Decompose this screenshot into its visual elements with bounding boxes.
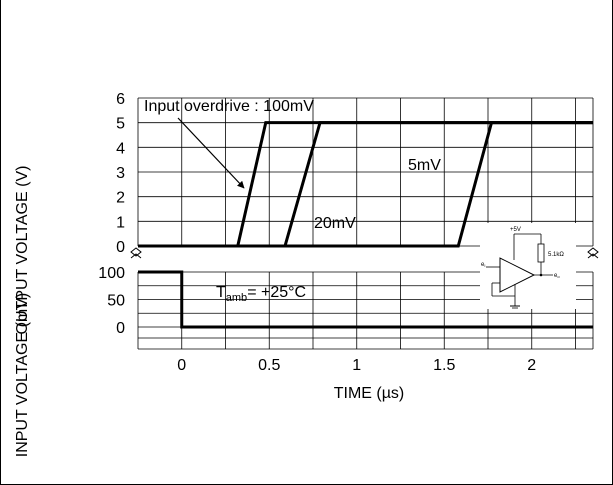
inset-input-label: eI bbox=[481, 262, 485, 268]
x-axis-title: TIME (µs) bbox=[334, 385, 405, 402]
series-layer bbox=[138, 121, 593, 329]
annotation-5mv: 5mV bbox=[408, 157, 441, 174]
x-tick-label: 0.5 bbox=[258, 357, 280, 374]
y-tick-label-bottom: 0 bbox=[116, 320, 125, 337]
x-tick-label: 0 bbox=[177, 357, 186, 374]
y-tick-label-top: 4 bbox=[116, 140, 125, 157]
inset-output-label: eo bbox=[554, 273, 560, 279]
inset-background bbox=[480, 223, 576, 309]
y-tick-label-bottom: 50 bbox=[107, 293, 125, 310]
y-tick-label-top: 0 bbox=[116, 239, 125, 256]
y-tick-label-top: 3 bbox=[116, 165, 125, 182]
y-tick-label-top: 5 bbox=[116, 116, 125, 133]
resistor-icon bbox=[537, 243, 545, 263]
tick-labels: 0 0.5 1 1.5 2 0 1 2 3 4 5 6 0 50 100 bbox=[98, 91, 536, 374]
y-tick-label-bottom: 100 bbox=[98, 265, 125, 282]
y-axis-title-output: OUTPUT VOLTAGE (V) bbox=[14, 166, 31, 335]
inset-schematic: +5V 5.1kΩ eo eI bbox=[480, 223, 576, 309]
series-line-input bbox=[138, 270, 593, 329]
annotation-arrow bbox=[177, 117, 245, 189]
annotation-overdrive: Input overdrive : 100mV bbox=[144, 98, 314, 115]
axis-break-marks bbox=[130, 247, 599, 259]
y-axis-title-input: INPUT VOLTAGE (mV) bbox=[14, 293, 31, 457]
series-line-5mv bbox=[138, 121, 593, 248]
inset-supply-label: +5V bbox=[510, 227, 521, 233]
x-tick-label: 2 bbox=[527, 357, 536, 374]
y-tick-label-top: 1 bbox=[116, 214, 125, 231]
y-tick-label-top: 2 bbox=[116, 190, 125, 207]
comparator-icon bbox=[499, 257, 536, 293]
inset-resistor-label: 5.1kΩ bbox=[548, 252, 564, 258]
x-tick-label: 1.5 bbox=[433, 357, 455, 374]
x-tick-label: 1 bbox=[352, 357, 361, 374]
annotation-20mv: 20mV bbox=[314, 215, 356, 232]
y-tick-label-top: 6 bbox=[116, 91, 125, 108]
annotation-tamb: Tamb= +25°C bbox=[216, 284, 306, 304]
